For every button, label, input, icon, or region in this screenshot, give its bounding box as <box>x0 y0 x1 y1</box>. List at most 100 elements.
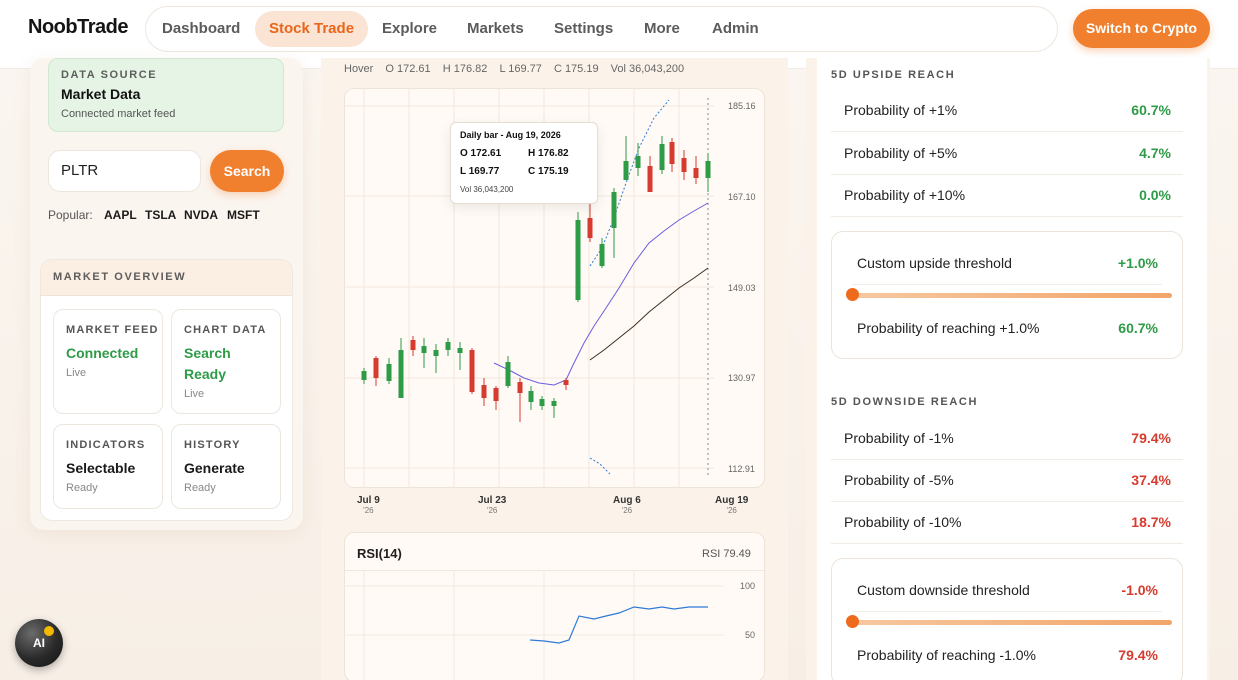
x-tick-year: '26 <box>486 506 498 515</box>
x-tick-label: Jul 9 '26 <box>357 495 380 515</box>
popular-ticker-aapl[interactable]: AAPL <box>104 208 137 222</box>
downside-slider-handle[interactable] <box>846 615 859 628</box>
x-tick-year: '26 <box>726 506 737 515</box>
nav-dashboard[interactable]: Dashboard <box>162 20 241 37</box>
bollinger-lower <box>589 457 611 475</box>
switch-to-crypto-button[interactable]: Switch to Crypto <box>1073 9 1210 48</box>
candle-tooltip: Daily bar - Aug 19, 2026 O 172.61 H 176.… <box>450 122 598 204</box>
candle-body <box>457 348 463 353</box>
candle-body <box>410 340 416 350</box>
candle-body <box>705 161 711 178</box>
data-source-label: DATA SOURCE <box>61 69 158 81</box>
hover-close: C 175.19 <box>553 63 599 75</box>
candle-body <box>551 401 557 406</box>
prob-value: 18.7% <box>1131 514 1171 530</box>
rsi-chart[interactable] <box>344 571 765 680</box>
rsi-line <box>529 606 708 644</box>
candle-body <box>469 350 475 392</box>
card-sub: Ready <box>184 482 216 494</box>
hover-volume: Vol 36,043,200 <box>610 63 685 75</box>
prob-value: 60.7% <box>1131 102 1171 118</box>
hover-low: L 169.77 <box>499 63 542 75</box>
data-source-card: DATA SOURCE Market Data Connected market… <box>48 58 284 132</box>
candle-body <box>481 385 487 398</box>
rsi-value: RSI 79.49 <box>702 548 751 560</box>
prob-label: Probability of -5% <box>844 472 954 488</box>
card-label: MARKET FEED <box>66 324 159 336</box>
candle-body <box>587 218 593 238</box>
card-value: Selectable <box>66 460 136 476</box>
custom-downside-value: -1.0% <box>1121 582 1158 598</box>
custom-downside-divider <box>852 611 1162 612</box>
custom-downside-label: Custom downside threshold <box>857 582 1030 598</box>
candle-body <box>635 156 641 168</box>
hover-open: O 172.61 <box>385 63 431 75</box>
candle-body <box>647 166 653 192</box>
candle-body <box>398 350 404 398</box>
prob-label: Probability of +10% <box>844 187 966 203</box>
logo[interactable]: NoobTrade <box>28 16 128 38</box>
downside-row: Probability of -5% 37.4% <box>831 460 1183 502</box>
y-tick-label: 112.91 <box>728 464 755 474</box>
ai-status-dot <box>44 626 54 636</box>
downside-section-title: 5D DOWNSIDE REACH <box>831 396 978 408</box>
candle-body <box>539 399 545 406</box>
nav-explore[interactable]: Explore <box>382 20 438 37</box>
nav-admin[interactable]: Admin <box>712 20 759 37</box>
candle-body <box>528 391 534 402</box>
upside-threshold-slider[interactable] <box>852 293 1172 298</box>
popular-ticker-msft[interactable]: MSFT <box>227 208 260 222</box>
candle-body <box>373 358 379 378</box>
x-tick-year: '26 <box>363 506 374 515</box>
popular-ticker-nvda[interactable]: NVDA <box>184 208 219 222</box>
candle-body <box>493 388 499 401</box>
upside-row: Probability of +1% 60.7% <box>831 90 1183 132</box>
candle-body <box>517 382 523 393</box>
prob-label: Probability of -1% <box>844 430 954 446</box>
nav-stock-trade[interactable]: Stock Trade <box>255 11 369 47</box>
hover-readout: Hover O 172.61 H 176.82 L 169.77 C 175.1… <box>344 63 693 75</box>
x-tick-date: Jul 23 <box>478 495 507 506</box>
y-tick-label: 130.97 <box>728 373 756 383</box>
x-tick-date: Aug 6 <box>613 495 641 506</box>
candle-body <box>386 364 392 381</box>
candle-body <box>623 161 629 180</box>
rsi-tick-label: 50 <box>745 630 756 640</box>
candle-body <box>599 244 605 266</box>
nav-settings[interactable]: Settings <box>554 20 614 37</box>
indicators-card: INDICATORS Selectable Ready <box>53 424 163 509</box>
candle-body <box>433 350 439 356</box>
ai-assistant-button[interactable]: AI <box>15 619 63 667</box>
card-label: HISTORY <box>184 439 241 451</box>
card-sub: Live <box>184 388 205 400</box>
downside-reach-value: 79.4% <box>1118 647 1158 663</box>
top-nav-bar: NoobTrade Dashboard Stock Trade Explore … <box>0 0 1238 68</box>
x-tick-year: '26 <box>621 506 633 515</box>
hover-label: Hover <box>344 63 374 75</box>
prob-value: 37.4% <box>1131 472 1171 488</box>
downside-row: Probability of -10% 18.7% <box>831 502 1183 544</box>
card-value: Connected <box>66 345 139 361</box>
rsi-divider <box>345 570 764 571</box>
nav-markets[interactable]: Markets <box>467 20 524 37</box>
custom-upside-divider <box>852 284 1162 285</box>
candle-body <box>563 380 569 385</box>
search-button[interactable]: Search <box>210 150 284 192</box>
downside-row: Probability of -1% 79.4% <box>831 418 1183 460</box>
popular-ticker-tsla[interactable]: TSLA <box>145 208 177 222</box>
card-sub: Ready <box>66 482 98 494</box>
upside-section-title: 5D UPSIDE REACH <box>831 69 956 81</box>
x-tick-date: Jul 9 <box>357 495 380 506</box>
candle-body <box>669 142 675 164</box>
upside-reach-value: 60.7% <box>1118 320 1158 336</box>
card-value: Generate <box>184 460 245 476</box>
nav-more[interactable]: More <box>644 20 680 37</box>
market-overview-header: MARKET OVERVIEW <box>41 260 292 296</box>
tooltip-close: C 175.19 <box>528 166 569 177</box>
upside-slider-handle[interactable] <box>846 288 859 301</box>
y-tick-label: 167.10 <box>728 192 756 202</box>
downside-threshold-slider[interactable] <box>852 620 1172 625</box>
market-overview-title: MARKET OVERVIEW <box>53 271 187 283</box>
candle-body <box>575 220 581 300</box>
ticker-search-input[interactable]: PLTR <box>48 150 201 192</box>
